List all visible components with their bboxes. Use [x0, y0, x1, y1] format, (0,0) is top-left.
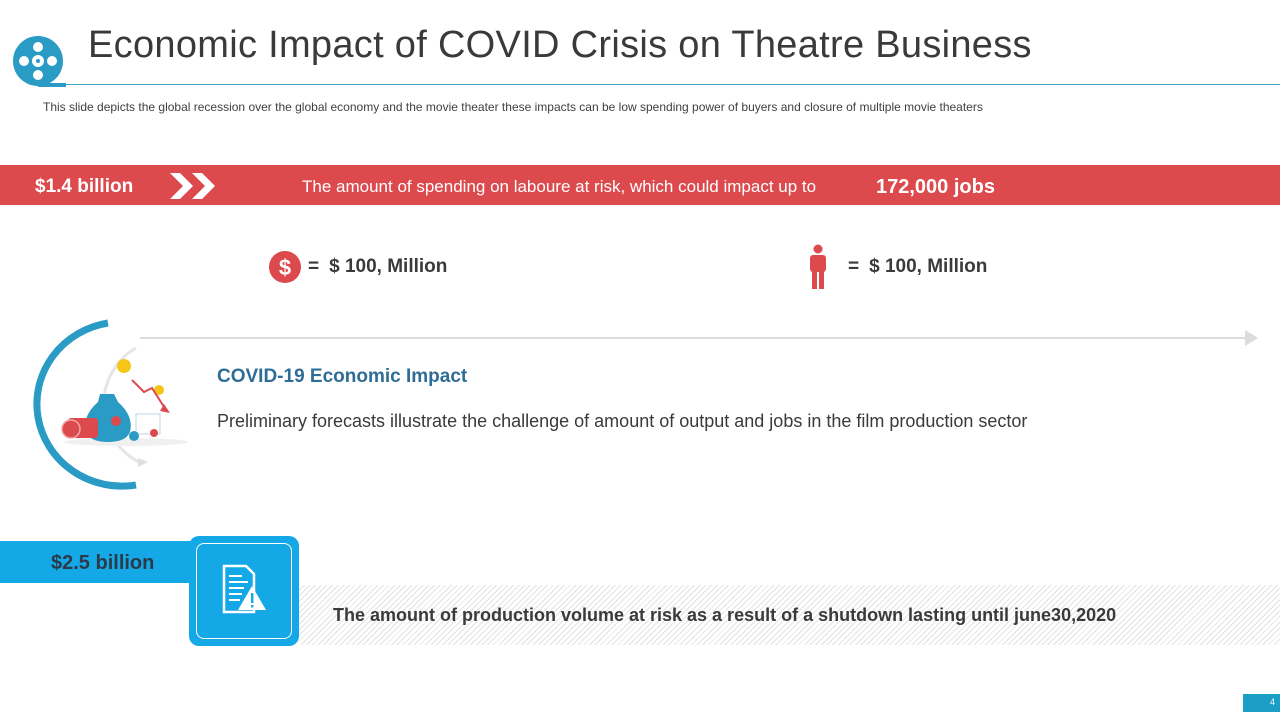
labour-amount: $1.4 billion: [35, 176, 134, 197]
economy-illustration: [33, 319, 188, 490]
timeline-arrow: [140, 330, 1258, 346]
impact-description: Preliminary forecasts illustrate the cha…: [217, 411, 1028, 431]
page-number-label: 4: [1269, 697, 1275, 707]
production-amount-band: $2.5 billion: [0, 541, 200, 583]
page-number: 4: [1243, 694, 1280, 712]
person-icon: [810, 244, 826, 289]
page-subtitle: This slide depicts the global recession …: [43, 100, 983, 114]
title-divider: [66, 84, 1280, 85]
production-band: The amount of production volume at risk …: [298, 585, 1280, 645]
jobs-count: 172,000 jobs: [876, 176, 995, 198]
production-amount: $2.5 billion: [51, 552, 155, 574]
dollar-coin-icon: $: [269, 251, 301, 283]
document-box-frame: [196, 543, 292, 639]
legend-equals: =: [848, 256, 860, 277]
double-chevron-icon: [170, 173, 215, 199]
impact-title: COVID-19 Economic Impact: [217, 366, 468, 387]
legend-equals: =: [308, 256, 320, 277]
document-warning-icon: [222, 564, 266, 614]
legend-person: = $ 100, Million: [806, 244, 987, 290]
film-reel-icon: [13, 36, 66, 87]
svg-text:$: $: [279, 255, 291, 280]
labour-description: The amount of spending on laboure at ris…: [302, 177, 817, 196]
production-description: The amount of production volume at risk …: [333, 605, 1117, 625]
legend-dollar-label: $ 100, Million: [329, 256, 448, 277]
document-box: [189, 536, 299, 646]
legend-dollar: $ = $ 100, Million: [268, 250, 447, 284]
page-title: Economic Impact of COVID Crisis on Theat…: [88, 24, 1032, 66]
labour-spending-band: $1.4 billion The amount of spending on l…: [0, 165, 1280, 205]
legend-person-label: $ 100, Million: [869, 256, 988, 277]
